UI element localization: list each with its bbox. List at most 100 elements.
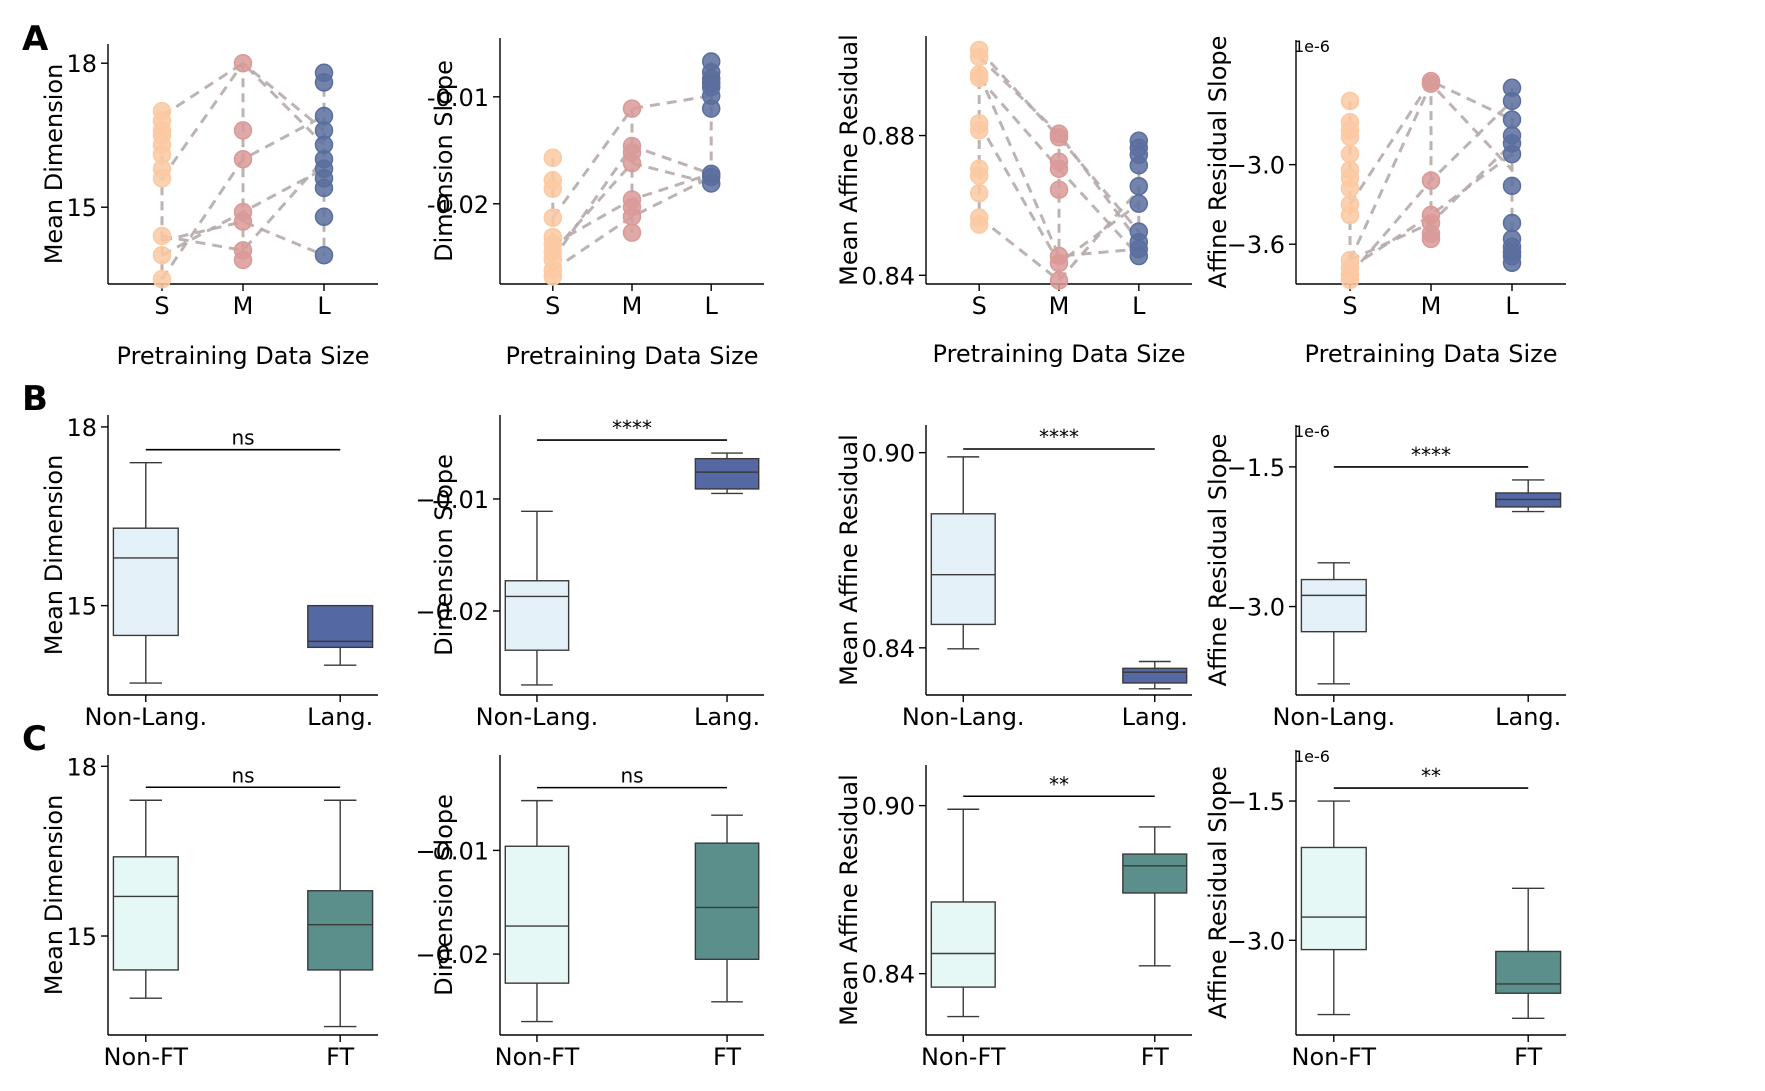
a4-axis-scale-label: 1e-6: [1294, 37, 1330, 56]
panel-label-b: B: [22, 379, 48, 419]
c1-xtick-label-non-ft: Non-FT: [104, 1043, 189, 1071]
c1-xtick-label-ft: FT: [326, 1043, 354, 1071]
b2-ytick-label: −0.01: [415, 486, 489, 514]
a4-point-m: [1421, 171, 1441, 190]
a1-point-l: [314, 207, 334, 227]
a2-point-s: [543, 267, 563, 286]
c3-ylabel: Mean Affine Residual: [835, 774, 863, 1026]
b3-significance-label: ****: [1039, 425, 1079, 449]
a1-point-l: [314, 245, 334, 265]
a4-point-l: [1502, 144, 1522, 164]
a1-point-l: [314, 73, 334, 92]
a4-point-l: [1502, 110, 1522, 129]
a4-point-l: [1502, 213, 1522, 233]
a4-point-s: [1340, 127, 1360, 147]
b4-xtick-label-lang: Lang.: [1495, 703, 1561, 731]
a1-point-m: [233, 53, 253, 73]
a3-point-s: [969, 183, 989, 203]
b1-ytick-label: 18: [66, 414, 97, 442]
c4-non-ft-box: [1300, 846, 1367, 951]
a2-connection-line: [551, 161, 712, 253]
a4-ylabel: Affine Residual Slope: [1204, 36, 1232, 289]
b2-xtick-label-non-lang: Non-Lang.: [476, 703, 599, 731]
a2-ylabel: Dimension Slope: [430, 60, 458, 262]
b4-axis-scale-label: 1e-6: [1294, 422, 1330, 441]
a2-point-m: [622, 99, 642, 118]
c2-non-ft-box: [504, 845, 570, 984]
a2-xtick-label-l: L: [705, 292, 719, 320]
a4-xtick-label-l: L: [1505, 292, 1519, 320]
a1-xlabel: Pretraining Data Size: [117, 342, 370, 370]
b2-ytick-label: −0.02: [415, 598, 489, 626]
a3-point-m: [1049, 253, 1069, 273]
a3-point-m: [1049, 271, 1069, 290]
c4-xtick-label-non-ft: Non-FT: [1292, 1043, 1377, 1071]
a4-point-s: [1340, 179, 1360, 198]
a4-point-m: [1421, 229, 1441, 249]
a2-connection-line: [551, 175, 712, 272]
c1-ytick-label: 18: [66, 753, 97, 781]
a4-point-l: [1502, 176, 1522, 196]
a4-point-l: [1502, 253, 1522, 273]
b4-ytick-label: −1.5: [1227, 454, 1285, 482]
b3-non-lang-box: [930, 513, 996, 626]
a2-point-l: [701, 99, 721, 118]
a4-point-s: [1340, 270, 1360, 290]
a3-ytick-label: 0.84: [862, 262, 915, 290]
c3-xtick-label-non-ft: Non-FT: [921, 1043, 1006, 1071]
b4-ylabel: Affine Residual Slope: [1204, 434, 1232, 687]
b2-xtick-label-lang: Lang.: [694, 703, 760, 731]
a3-xtick-label-l: L: [1132, 292, 1146, 320]
c4-xtick-label-ft: FT: [1514, 1043, 1542, 1071]
a4-xtick-label-m: M: [1421, 292, 1442, 320]
a3-point-l: [1129, 155, 1149, 175]
c4-significance-label: **: [1421, 764, 1441, 788]
a1-ylabel: Mean Dimension: [40, 64, 68, 265]
a2-point-s: [543, 148, 563, 168]
a3-point-s: [969, 166, 989, 185]
a2-ytick-label: -0.02: [427, 191, 489, 219]
a4-xlabel: Pretraining Data Size: [1305, 340, 1558, 368]
a4-connection-line: [1348, 79, 1513, 206]
b2-significance-label: ****: [612, 416, 652, 440]
b3-xtick-label-lang: Lang.: [1122, 703, 1188, 731]
a1-point-s: [152, 269, 172, 289]
b1-non-lang-box: [112, 527, 179, 637]
a3-point-l: [1129, 246, 1149, 266]
a1-connection-line: [161, 61, 326, 146]
a1-point-l: [314, 178, 334, 198]
a3-point-s: [969, 68, 989, 88]
c2-ytick-label: −0.01: [415, 837, 489, 865]
b2-ylabel: Dimension Slope: [430, 454, 458, 656]
panel-label-a: A: [22, 19, 49, 59]
c4-axis-scale-label: 1e-6: [1294, 747, 1330, 766]
a3-xlabel: Pretraining Data Size: [933, 340, 1186, 368]
a4-ytick-label: −3.6: [1227, 231, 1285, 259]
a2-point-s: [543, 208, 563, 227]
c1-non-ft-box: [112, 856, 179, 971]
b3-xtick-label-non-lang: Non-Lang.: [902, 703, 1025, 731]
b4-ytick-label: −3.0: [1227, 594, 1285, 622]
a1-ytick-label: 15: [66, 194, 97, 222]
b1-significance-label: ns: [231, 426, 254, 450]
c2-significance-label: ns: [620, 764, 643, 788]
a1-point-s: [152, 226, 172, 246]
a1-xtick-label-m: M: [233, 292, 254, 320]
a1-connection-line: [161, 220, 325, 257]
a3-point-m: [1049, 159, 1069, 178]
a1-point-m: [233, 121, 253, 140]
a1-point-m: [233, 250, 253, 270]
c2-ft-box: [694, 842, 760, 960]
c3-non-ft-box: [930, 901, 996, 988]
b3-ytick-label: 0.90: [862, 440, 915, 468]
b1-xtick-label-lang: Lang.: [307, 703, 373, 731]
b4-significance-label: ****: [1411, 443, 1451, 467]
a3-point-m: [1049, 128, 1069, 147]
c1-ytick-label: 15: [66, 923, 97, 951]
a2-xtick-label-s: S: [545, 292, 560, 320]
a3-point-l: [1129, 176, 1149, 196]
a1-xtick-label-s: S: [154, 292, 169, 320]
b3-ytick-label: 0.84: [862, 635, 915, 663]
a3-point-m: [1049, 180, 1069, 199]
